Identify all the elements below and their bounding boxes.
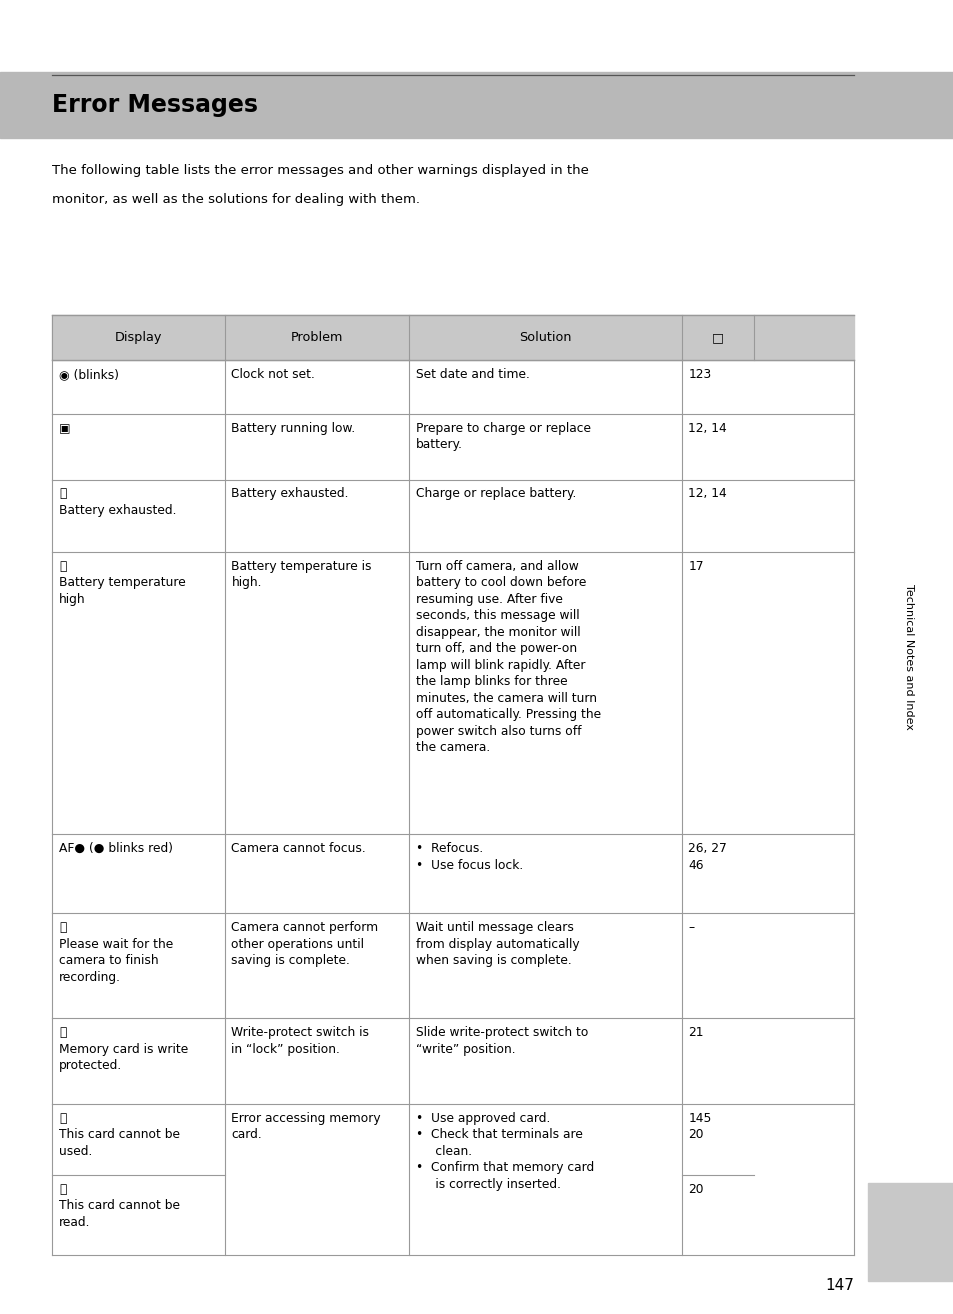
Text: ⓘ
This card cannot be
read.: ⓘ This card cannot be read. bbox=[59, 1183, 180, 1229]
Text: 123: 123 bbox=[687, 368, 711, 381]
Text: 21: 21 bbox=[687, 1026, 703, 1039]
Bar bbox=[867, 1183, 953, 1281]
Text: Camera cannot perform
other operations until
saving is complete.: Camera cannot perform other operations u… bbox=[232, 921, 378, 967]
Text: Write-protect switch is
in “lock” position.: Write-protect switch is in “lock” positi… bbox=[232, 1026, 369, 1055]
Text: ▣: ▣ bbox=[59, 422, 71, 435]
Text: Solution: Solution bbox=[518, 331, 571, 344]
Text: ⓘ
Battery exhausted.: ⓘ Battery exhausted. bbox=[59, 487, 176, 516]
Text: ⓘ
Please wait for the
camera to finish
recording.: ⓘ Please wait for the camera to finish r… bbox=[59, 921, 173, 984]
Text: Problem: Problem bbox=[291, 331, 343, 344]
Text: Display: Display bbox=[114, 331, 162, 344]
Text: Battery running low.: Battery running low. bbox=[232, 422, 355, 435]
Text: 20: 20 bbox=[687, 1183, 703, 1196]
Text: 145
20: 145 20 bbox=[687, 1112, 711, 1141]
Text: Clock not set.: Clock not set. bbox=[232, 368, 315, 381]
Text: •  Use approved card.
•  Check that terminals are
     clean.
•  Confirm that me: • Use approved card. • Check that termin… bbox=[416, 1112, 594, 1190]
Text: 17: 17 bbox=[687, 560, 703, 573]
Text: 147: 147 bbox=[824, 1277, 853, 1293]
Text: 12, 14: 12, 14 bbox=[687, 422, 726, 435]
Text: Slide write-protect switch to
“write” position.: Slide write-protect switch to “write” po… bbox=[416, 1026, 587, 1055]
Text: ⓘ
Battery temperature
high: ⓘ Battery temperature high bbox=[59, 560, 186, 606]
Text: AF● (● blinks red): AF● (● blinks red) bbox=[59, 842, 172, 855]
Text: Camera cannot focus.: Camera cannot focus. bbox=[232, 842, 366, 855]
Text: Error accessing memory
card.: Error accessing memory card. bbox=[232, 1112, 380, 1141]
Text: Wait until message clears
from display automatically
when saving is complete.: Wait until message clears from display a… bbox=[416, 921, 578, 967]
Text: Charge or replace battery.: Charge or replace battery. bbox=[416, 487, 576, 501]
Text: Prepare to charge or replace
battery.: Prepare to charge or replace battery. bbox=[416, 422, 590, 451]
Text: The following table lists the error messages and other warnings displayed in the: The following table lists the error mess… bbox=[52, 164, 589, 177]
Text: 12, 14: 12, 14 bbox=[687, 487, 726, 501]
Text: ⓘ
Memory card is write
protected.: ⓘ Memory card is write protected. bbox=[59, 1026, 188, 1072]
Text: •  Refocus.
•  Use focus lock.: • Refocus. • Use focus lock. bbox=[416, 842, 522, 871]
Text: Turn off camera, and allow
battery to cool down before
resuming use. After five
: Turn off camera, and allow battery to co… bbox=[416, 560, 600, 754]
Bar bbox=[0, 72, 953, 138]
Text: Battery exhausted.: Battery exhausted. bbox=[232, 487, 349, 501]
Text: Set date and time.: Set date and time. bbox=[416, 368, 529, 381]
Text: –: – bbox=[687, 921, 694, 934]
Text: Technical Notes and Index: Technical Notes and Index bbox=[903, 583, 913, 731]
Text: 26, 27
46: 26, 27 46 bbox=[687, 842, 726, 871]
Text: Battery temperature is
high.: Battery temperature is high. bbox=[232, 560, 372, 589]
Text: ⓘ
This card cannot be
used.: ⓘ This card cannot be used. bbox=[59, 1112, 180, 1158]
Bar bbox=[52, 315, 853, 360]
Text: ◉ (blinks): ◉ (blinks) bbox=[59, 368, 119, 381]
Text: monitor, as well as the solutions for dealing with them.: monitor, as well as the solutions for de… bbox=[52, 193, 420, 206]
Text: □: □ bbox=[711, 331, 722, 344]
Text: Error Messages: Error Messages bbox=[52, 93, 258, 117]
